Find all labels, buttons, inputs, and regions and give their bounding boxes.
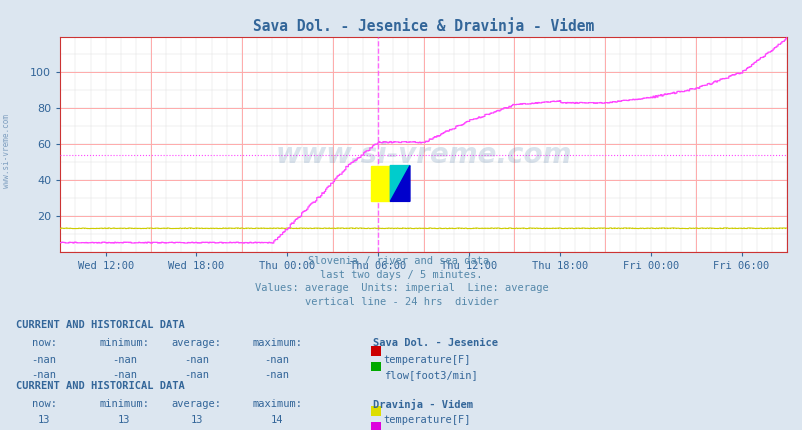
Text: www.si-vreme.com: www.si-vreme.com bbox=[275, 141, 571, 169]
Text: 13: 13 bbox=[190, 415, 203, 425]
Text: Slovenia / river and sea data.: Slovenia / river and sea data. bbox=[307, 256, 495, 266]
Text: Values: average  Units: imperial  Line: average: Values: average Units: imperial Line: av… bbox=[254, 283, 548, 293]
Text: minimum:: minimum: bbox=[99, 338, 149, 348]
Text: vertical line - 24 hrs  divider: vertical line - 24 hrs divider bbox=[304, 297, 498, 307]
Text: Sava Dol. - Jesenice: Sava Dol. - Jesenice bbox=[373, 338, 498, 348]
Text: -nan: -nan bbox=[111, 370, 137, 380]
Text: average:: average: bbox=[172, 338, 221, 348]
Text: Dravinja - Videm: Dravinja - Videm bbox=[373, 399, 473, 410]
Text: -nan: -nan bbox=[264, 370, 290, 380]
Text: now:: now: bbox=[31, 399, 57, 408]
Text: minimum:: minimum: bbox=[99, 399, 149, 408]
Title: Sava Dol. - Jesenice & Dravinja - Videm: Sava Dol. - Jesenice & Dravinja - Videm bbox=[253, 17, 593, 34]
Text: now:: now: bbox=[31, 338, 57, 348]
Text: 13: 13 bbox=[38, 415, 51, 425]
Text: 13: 13 bbox=[118, 415, 131, 425]
Text: CURRENT AND HISTORICAL DATA: CURRENT AND HISTORICAL DATA bbox=[16, 320, 184, 330]
Text: maximum:: maximum: bbox=[252, 399, 302, 408]
Text: 14: 14 bbox=[270, 415, 283, 425]
Text: CURRENT AND HISTORICAL DATA: CURRENT AND HISTORICAL DATA bbox=[16, 381, 184, 390]
Text: www.si-vreme.com: www.si-vreme.com bbox=[2, 114, 11, 187]
Text: maximum:: maximum: bbox=[252, 338, 302, 348]
Polygon shape bbox=[390, 166, 410, 201]
Text: average:: average: bbox=[172, 399, 221, 408]
Text: -nan: -nan bbox=[111, 355, 137, 365]
Text: -nan: -nan bbox=[184, 355, 209, 365]
Text: -nan: -nan bbox=[31, 355, 57, 365]
Text: -nan: -nan bbox=[31, 370, 57, 380]
Text: flow[foot3/min]: flow[foot3/min] bbox=[383, 370, 477, 380]
Text: -nan: -nan bbox=[184, 370, 209, 380]
Text: temperature[F]: temperature[F] bbox=[383, 355, 471, 365]
Text: -nan: -nan bbox=[264, 355, 290, 365]
Text: last two days / 5 minutes.: last two days / 5 minutes. bbox=[320, 270, 482, 280]
Text: temperature[F]: temperature[F] bbox=[383, 415, 471, 425]
Bar bbox=[371, 166, 390, 201]
Polygon shape bbox=[390, 166, 410, 201]
